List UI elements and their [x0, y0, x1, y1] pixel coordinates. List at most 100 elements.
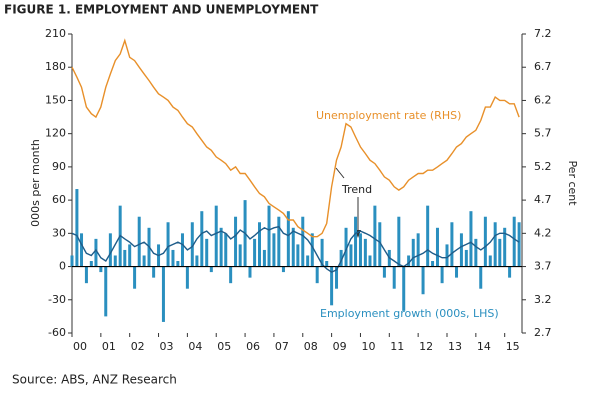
bar — [508, 266, 512, 278]
bar — [469, 211, 473, 267]
y-tick-label: 30 — [52, 226, 66, 239]
bar — [397, 216, 401, 267]
bar — [152, 266, 156, 278]
x-tick-label: 00 — [73, 340, 87, 353]
bar — [200, 211, 204, 267]
bar — [407, 255, 411, 267]
x-tick-label: 08 — [304, 340, 318, 353]
bar — [306, 255, 310, 267]
x-tick-label: 14 — [477, 340, 491, 353]
bar — [94, 238, 98, 267]
bar — [325, 261, 329, 267]
bar — [108, 233, 112, 267]
y2-tick-label: 2.7 — [534, 326, 552, 339]
bar — [291, 227, 295, 267]
bar — [209, 266, 213, 273]
bar — [89, 261, 93, 267]
bar — [277, 216, 281, 267]
bar — [354, 216, 358, 267]
y-tick-label: 210 — [45, 27, 66, 40]
x-tick-label: 04 — [188, 340, 202, 353]
bar — [142, 255, 146, 267]
bar — [238, 244, 242, 267]
bar — [272, 233, 276, 267]
x-tick-label: 01 — [102, 340, 116, 353]
series-label: Trend — [341, 183, 372, 196]
bar — [229, 266, 233, 284]
chart-title: FIGURE 1. EMPLOYMENT AND UNEMPLOYMENT — [4, 3, 319, 17]
bar — [253, 238, 257, 267]
bar — [378, 222, 382, 267]
y2-tick-label: 5.7 — [534, 127, 552, 140]
bar — [248, 266, 252, 278]
bar — [171, 249, 175, 267]
bar — [363, 238, 367, 267]
bar — [301, 216, 305, 267]
x-tick-label: 15 — [506, 340, 520, 353]
bar — [493, 222, 497, 267]
bar — [421, 266, 425, 295]
bar — [416, 233, 420, 267]
x-tick-label: 13 — [448, 340, 462, 353]
y-tick-label: 0 — [59, 260, 66, 273]
bar — [330, 266, 334, 306]
bar — [464, 249, 468, 267]
bar — [373, 205, 377, 267]
y2-tick-label: 6.2 — [534, 93, 552, 106]
bar — [517, 222, 521, 267]
y2-tick-label: 7.2 — [534, 27, 552, 40]
bar — [262, 249, 266, 267]
bar — [190, 222, 194, 267]
x-tick-label: 09 — [333, 340, 347, 353]
bar — [426, 205, 430, 267]
bar — [455, 266, 459, 278]
y2-tick-label: 3.7 — [534, 260, 552, 273]
y-tick-label: 150 — [45, 93, 66, 106]
bar — [392, 266, 396, 289]
bar — [320, 238, 324, 267]
bar — [382, 266, 386, 278]
line — [71, 225, 520, 273]
y2-tick-label: 6.7 — [534, 60, 552, 73]
bar — [113, 255, 117, 267]
bar — [180, 233, 184, 267]
y2-tick-label: 5.2 — [534, 160, 552, 173]
bar — [166, 222, 170, 267]
bar — [224, 233, 228, 267]
bar — [128, 244, 132, 267]
bar — [479, 266, 483, 289]
y2-tick-label: 3.2 — [534, 293, 552, 306]
x-tick-label: 07 — [275, 340, 289, 353]
x-tick-label: 06 — [246, 340, 260, 353]
bar — [483, 216, 487, 267]
bar — [214, 205, 218, 267]
y-tick-label: -30 — [48, 293, 66, 306]
bar — [267, 205, 271, 267]
bar — [335, 266, 339, 289]
y2-axis-label: Per cent — [566, 160, 579, 206]
bar — [296, 244, 300, 267]
y-tick-label: 60 — [52, 193, 66, 206]
series-label: Unemployment rate (RHS) — [316, 109, 461, 122]
y2-tick-label: 4.7 — [534, 193, 552, 206]
bar — [84, 266, 88, 284]
bar — [445, 244, 449, 267]
bar — [344, 227, 348, 267]
x-tick-label: 05 — [217, 340, 231, 353]
x-tick-label: 10 — [361, 340, 375, 353]
bar — [258, 222, 261, 267]
bar — [440, 266, 444, 284]
bar — [368, 255, 372, 267]
bar — [133, 266, 137, 289]
y-tick-label: 180 — [45, 60, 66, 73]
bar — [498, 238, 502, 267]
x-tick-label: 02 — [131, 340, 145, 353]
bar — [80, 233, 84, 267]
series-label: Employment growth (000s, LHS) — [320, 307, 499, 320]
bar — [435, 227, 439, 267]
bar — [195, 255, 199, 267]
bar — [315, 266, 319, 284]
bar — [339, 249, 343, 267]
bar — [459, 233, 463, 267]
y-tick-label: 120 — [45, 127, 66, 140]
